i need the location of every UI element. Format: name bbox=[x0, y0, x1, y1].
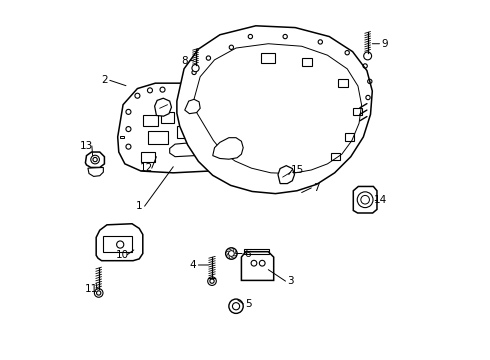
Polygon shape bbox=[96, 224, 143, 261]
Text: 11: 11 bbox=[85, 284, 98, 294]
Polygon shape bbox=[213, 138, 243, 159]
Circle shape bbox=[357, 192, 373, 208]
Circle shape bbox=[225, 248, 237, 259]
Text: 14: 14 bbox=[374, 195, 387, 206]
Text: 1: 1 bbox=[136, 201, 143, 211]
Text: 12: 12 bbox=[140, 163, 153, 173]
Text: 13: 13 bbox=[80, 141, 93, 151]
Polygon shape bbox=[155, 98, 172, 116]
Circle shape bbox=[208, 277, 216, 285]
Text: 7: 7 bbox=[314, 183, 320, 193]
Polygon shape bbox=[88, 167, 103, 176]
Circle shape bbox=[192, 64, 199, 72]
Circle shape bbox=[95, 289, 103, 297]
Text: 8: 8 bbox=[181, 55, 188, 66]
Text: 3: 3 bbox=[288, 276, 294, 286]
Polygon shape bbox=[185, 99, 200, 114]
Polygon shape bbox=[85, 152, 104, 167]
Circle shape bbox=[229, 299, 243, 314]
Text: 5: 5 bbox=[245, 299, 252, 309]
Polygon shape bbox=[242, 252, 274, 280]
Polygon shape bbox=[177, 26, 372, 194]
Circle shape bbox=[91, 155, 99, 164]
Polygon shape bbox=[278, 166, 294, 184]
Text: 2: 2 bbox=[101, 75, 108, 85]
Text: 4: 4 bbox=[190, 260, 196, 270]
Text: 15: 15 bbox=[291, 165, 304, 175]
Polygon shape bbox=[353, 186, 377, 213]
Circle shape bbox=[117, 241, 124, 248]
Text: 10: 10 bbox=[116, 249, 128, 260]
Polygon shape bbox=[118, 83, 270, 173]
Circle shape bbox=[364, 52, 371, 60]
Text: 6: 6 bbox=[244, 248, 251, 258]
Text: 9: 9 bbox=[382, 39, 388, 49]
